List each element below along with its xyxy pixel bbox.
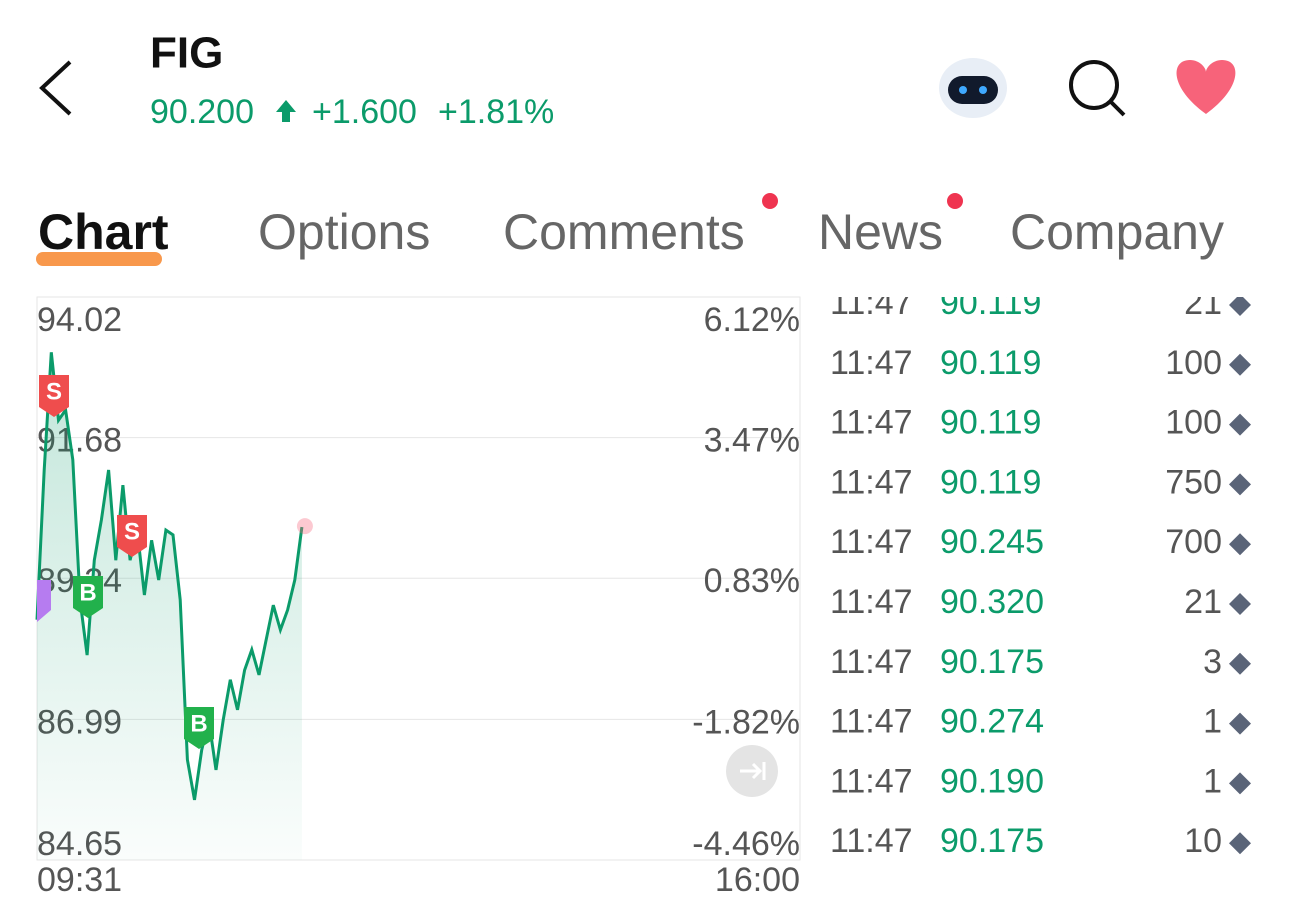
trade-price: 90.119 [940, 463, 1041, 501]
trade-time: 11:47 [830, 463, 913, 501]
trade-direction [1229, 473, 1251, 496]
trade-direction [1229, 297, 1251, 316]
trade-marker [73, 576, 103, 618]
trade-marker [117, 515, 147, 557]
trade-volume: 21 [1184, 583, 1222, 621]
trade-direction [1229, 353, 1251, 376]
trade-direction [1229, 593, 1251, 615]
trade-marker-label: B [79, 579, 96, 606]
badge [762, 193, 778, 209]
trade-marker-label: S [124, 518, 140, 545]
y-tick-label: 94.02 [37, 301, 122, 339]
y2-tick-label: -1.82% [692, 703, 800, 741]
trade-direction [1229, 772, 1251, 795]
trade-direction [1229, 413, 1251, 436]
trade-marker [37, 580, 51, 622]
tab[interactable]: Comments [503, 204, 745, 260]
trade-direction [1229, 652, 1251, 675]
trade-price: 90.119 [940, 404, 1041, 442]
trade-marker [184, 707, 214, 749]
trade-direction [1229, 712, 1251, 735]
trade-volume: 1 [1203, 703, 1222, 741]
scroll-icon [740, 762, 766, 780]
trade-price: 90.119 [940, 284, 1041, 322]
trade-price: 90.119 [940, 344, 1041, 382]
trade-time: 11:47 [830, 404, 913, 442]
y2-tick-label: 3.47% [704, 422, 800, 460]
symbol: FIG [150, 29, 223, 78]
last-point [296, 518, 313, 535]
price-area [37, 352, 302, 860]
trade-price: 90.175 [940, 643, 1044, 681]
trade-time: 11:47 [830, 344, 913, 382]
up-arrow [276, 100, 296, 122]
trade-time: 11:47 [830, 583, 913, 621]
trade-marker-label: S [46, 378, 62, 405]
trade-volume: 700 [1165, 523, 1222, 561]
trade-volume: 100 [1165, 404, 1222, 442]
trade-price: 90.320 [940, 583, 1044, 621]
trade-price: 90.274 [940, 703, 1044, 741]
trade-direction [1229, 832, 1251, 855]
favorite-icon[interactable] [1176, 60, 1236, 114]
trade-volume: 100 [1165, 344, 1222, 382]
trade-price: 90.245 [940, 523, 1044, 561]
search-icon[interactable] [1069, 60, 1126, 117]
trade-marker-label: B [190, 710, 207, 737]
trade-marker [39, 375, 69, 417]
trade-price: 90.175 [940, 822, 1044, 860]
trade-time: 11:47 [830, 284, 913, 322]
tab-indicator [36, 252, 162, 266]
trade-time: 11:47 [830, 523, 913, 561]
tab[interactable]: News [818, 204, 943, 260]
tab[interactable]: Chart [38, 204, 169, 260]
trade-time: 11:47 [830, 762, 913, 800]
trade-volume: 21 [1184, 284, 1222, 322]
trade-time: 11:47 [830, 643, 913, 681]
x-tick-label: 16:00 [715, 861, 800, 892]
back-button[interactable] [39, 60, 72, 116]
y2-tick-label: 6.12% [704, 301, 800, 339]
tab[interactable]: Company [1010, 204, 1224, 260]
trade-time: 11:47 [830, 703, 913, 741]
trade-direction [1229, 533, 1251, 556]
x-tick-label: 09:31 [37, 861, 122, 892]
trade-volume: 1 [1203, 762, 1222, 800]
change: +1.600 [312, 93, 417, 131]
change-pct: +1.81% [438, 93, 554, 131]
y2-tick-label: 0.83% [704, 562, 800, 600]
trade-volume: 3 [1203, 643, 1222, 681]
trade-volume: 10 [1184, 822, 1222, 860]
trade-time: 11:47 [830, 822, 913, 860]
trade-price: 90.190 [940, 762, 1044, 800]
tab[interactable]: Options [258, 204, 430, 260]
y2-tick-label: -4.46% [692, 825, 800, 863]
badge [947, 193, 963, 209]
trade-volume: 750 [1165, 463, 1222, 501]
price: 90.200 [150, 93, 254, 131]
assistant-icon[interactable] [939, 58, 1007, 118]
